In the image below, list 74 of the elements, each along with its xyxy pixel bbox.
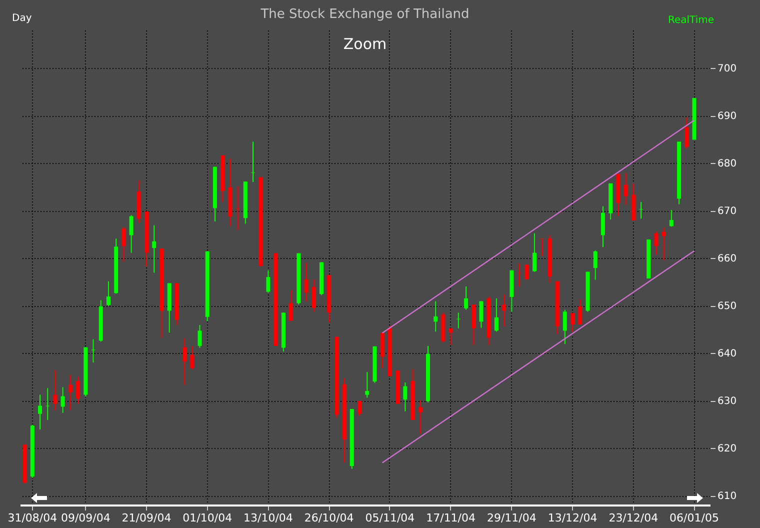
candlestick	[434, 300, 438, 332]
candlestick	[266, 270, 270, 294]
candlestick	[532, 232, 536, 272]
candlestick	[684, 116, 689, 150]
candlestick	[624, 172, 628, 206]
x-tick-label: 17/11/04	[426, 512, 476, 524]
candlestick	[182, 338, 187, 386]
x-tick-label: 31/08/04	[8, 512, 58, 524]
candlestick	[358, 400, 362, 417]
y-tick-label: 680	[718, 158, 737, 170]
text: Day	[12, 13, 32, 24]
candlestick	[639, 201, 643, 220]
candlestick	[380, 332, 384, 369]
x-tick-label: 13/12/04	[548, 512, 598, 524]
candlestick	[91, 338, 96, 363]
candlestick	[60, 386, 65, 414]
candlestick	[418, 400, 422, 434]
text: RealTime	[668, 15, 714, 26]
candlestick	[198, 324, 202, 348]
candlestick	[46, 388, 50, 420]
candlestick	[152, 224, 156, 274]
x-tick-label: 23/12/04	[608, 512, 658, 524]
candlestick	[448, 328, 453, 346]
candlestick	[76, 376, 80, 404]
candlestick	[669, 210, 674, 228]
candlestick	[190, 346, 194, 370]
candlestick	[251, 141, 256, 182]
candlestick	[456, 312, 460, 329]
x-tick-label: 21/09/04	[122, 512, 172, 524]
candlestick	[562, 309, 567, 344]
candlestick	[68, 374, 72, 410]
x-tick-label: 05/11/04	[365, 512, 415, 524]
candlestick	[312, 278, 316, 312]
y-tick-label: 690	[718, 111, 737, 122]
candlestick	[304, 262, 308, 302]
candlestick	[403, 382, 408, 412]
candlestick	[654, 230, 658, 256]
candlestick	[479, 300, 484, 328]
y-tick-label: 660	[718, 254, 737, 264]
candlestick	[517, 262, 522, 288]
x-tick-label: 09/09/04	[60, 512, 110, 524]
candlestick	[289, 290, 294, 322]
candlestick	[236, 186, 240, 230]
candlestick	[502, 294, 506, 327]
candlestick	[524, 264, 529, 280]
candlestick	[578, 298, 582, 325]
candlestick	[662, 227, 666, 261]
y-tick-label: 670	[718, 206, 737, 217]
candlestick	[106, 280, 110, 306]
candlestick	[38, 394, 42, 430]
y-tick-label: 640	[718, 348, 737, 360]
y-tick-label: 700	[718, 64, 737, 74]
candlestick	[464, 286, 468, 310]
candlestick	[129, 214, 134, 254]
candlestick	[53, 370, 58, 411]
y-tick-label: 620	[718, 444, 737, 454]
y-tick-label: 650	[718, 301, 737, 312]
annotation: Zoom	[343, 35, 387, 53]
x-tick-label: 01/10/04	[182, 512, 232, 524]
candlestick	[600, 206, 605, 248]
candlestick	[593, 250, 598, 280]
y-tick-label: 630	[718, 396, 737, 407]
candlestick	[540, 238, 544, 257]
chart-title: The Stock Exchange of Thailand	[260, 7, 470, 22]
candlestick	[122, 226, 126, 262]
candlestick	[365, 372, 370, 398]
x-tick-label: 13/10/04	[244, 512, 293, 524]
x-tick-label: 29/11/04	[486, 512, 536, 524]
y-tick-label: 610	[718, 491, 737, 502]
candlestick	[472, 304, 476, 346]
candlestick	[494, 298, 498, 332]
candlestick	[570, 312, 575, 332]
x-tick-label: 06/01/05	[670, 512, 719, 524]
x-tick-label: 26/10/04	[304, 512, 354, 524]
